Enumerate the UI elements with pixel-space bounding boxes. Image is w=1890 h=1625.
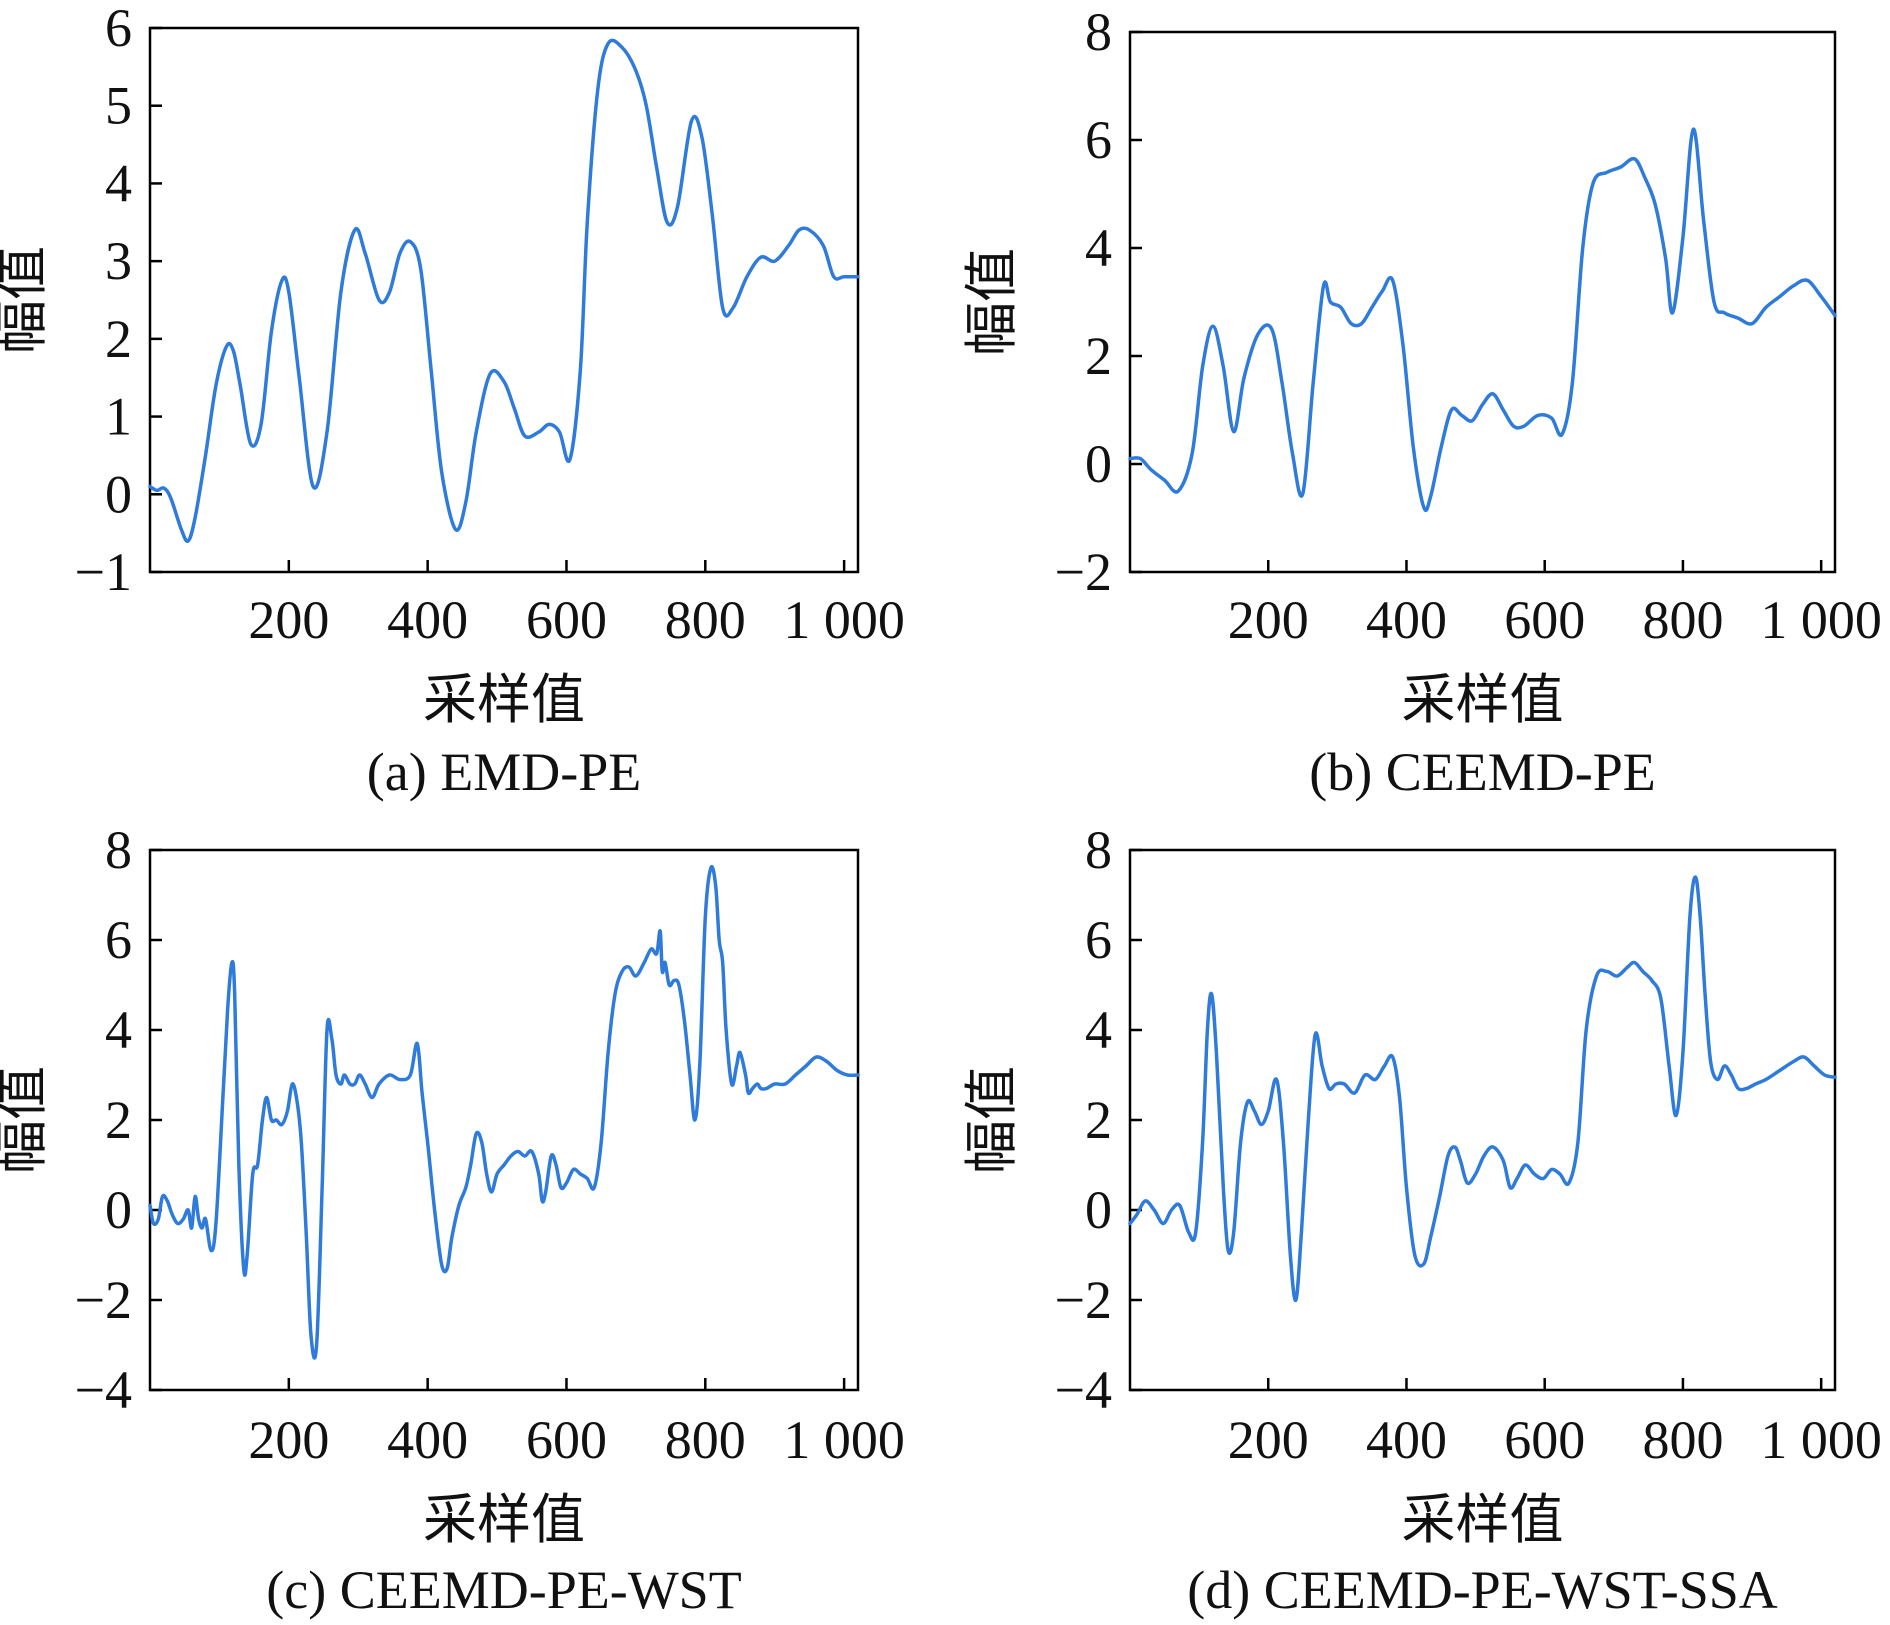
plot-frame-d	[1128, 848, 1837, 1392]
y-axis-title-a: 幅值	[0, 246, 53, 354]
x-tick-label-d: 800	[1642, 1410, 1723, 1470]
y-tick-label-b: 4	[1085, 218, 1112, 278]
y-tick-label-d: −4	[1055, 1360, 1112, 1420]
x-tick-label-b: 600	[1504, 590, 1585, 650]
y-tick-label-a: 6	[105, 0, 132, 58]
y-tick-label-a: 4	[105, 153, 132, 213]
x-tick-label-a: 1 000	[783, 590, 905, 650]
y-tick-label-a: 5	[105, 76, 132, 136]
y-tick-label-a: 2	[105, 309, 132, 369]
x-tick-label-c: 800	[665, 1410, 746, 1470]
y-tick-label-b: 8	[1085, 2, 1112, 62]
y-tick-label-c: −4	[75, 1360, 132, 1420]
y-tick-label-b: −2	[1055, 542, 1112, 602]
y-tick-label-c: 4	[105, 1000, 132, 1060]
panel-caption-b: (b) CEEMD-PE	[1309, 742, 1655, 802]
series-line-d	[1128, 875, 1837, 1302]
x-tick-label-a: 600	[526, 590, 607, 650]
x-tick-label-b: 400	[1366, 590, 1447, 650]
x-tick-label-d: 600	[1504, 1410, 1585, 1470]
y-tick-label-d: 6	[1085, 910, 1112, 970]
x-tick-label-b: 1 000	[1760, 590, 1882, 650]
x-tick-label-d: 200	[1228, 1410, 1309, 1470]
x-tick-label-b: 800	[1642, 590, 1723, 650]
y-tick-label-a: −1	[75, 542, 132, 602]
x-tick-label-b: 200	[1228, 590, 1309, 650]
y-tick-label-b: 2	[1085, 326, 1112, 386]
x-tick-label-a: 800	[665, 590, 746, 650]
x-axis-title-d: 采样值	[1402, 1488, 1564, 1551]
x-tick-label-d: 1 000	[1760, 1410, 1882, 1470]
x-tick-label-a: 400	[387, 590, 468, 650]
x-axis-title-b: 采样值	[1402, 668, 1564, 731]
panel-caption-d: (d) CEEMD-PE-WST-SSA	[1187, 1560, 1778, 1620]
x-tick-label-c: 200	[248, 1410, 329, 1470]
plot-frame-c	[148, 848, 860, 1392]
y-tick-label-a: 0	[105, 464, 132, 524]
y-tick-label-d: −2	[1055, 1270, 1112, 1330]
y-tick-label-d: 2	[1085, 1090, 1112, 1150]
x-tick-label-a: 200	[248, 590, 329, 650]
x-tick-label-d: 400	[1366, 1410, 1447, 1470]
y-tick-label-b: 6	[1085, 110, 1112, 170]
panel-caption-a: (a) EMD-PE	[367, 742, 641, 802]
y-axis-title-d: 幅值	[960, 1066, 1023, 1174]
y-tick-label-c: 6	[105, 910, 132, 970]
x-axis-title-a: 采样值	[423, 668, 585, 731]
series-line-b	[1128, 127, 1837, 513]
y-axis-title-c: 幅值	[0, 1066, 53, 1174]
x-tick-label-c: 1 000	[783, 1410, 905, 1470]
y-tick-label-c: −2	[75, 1270, 132, 1330]
y-tick-label-c: 2	[105, 1090, 132, 1150]
y-tick-label-d: 0	[1085, 1180, 1112, 1240]
y-tick-label-a: 3	[105, 231, 132, 291]
x-tick-label-c: 400	[387, 1410, 468, 1470]
plot-frame-b	[1128, 30, 1837, 574]
x-axis-title-c: 采样值	[423, 1488, 585, 1551]
plot-frame-a	[148, 26, 860, 574]
panel-caption-c: (c) CEEMD-PE-WST	[266, 1560, 741, 1620]
y-tick-label-c: 8	[105, 820, 132, 880]
x-tick-label-c: 600	[526, 1410, 607, 1470]
y-tick-label-d: 8	[1085, 820, 1112, 880]
y-tick-label-c: 0	[105, 1180, 132, 1240]
y-axis-title-b: 幅值	[960, 248, 1023, 356]
series-line-a	[148, 38, 860, 544]
y-tick-label-d: 4	[1085, 1000, 1112, 1060]
series-line-c	[148, 865, 860, 1360]
y-tick-label-a: 1	[105, 387, 132, 447]
y-tick-label-b: 0	[1085, 434, 1112, 494]
